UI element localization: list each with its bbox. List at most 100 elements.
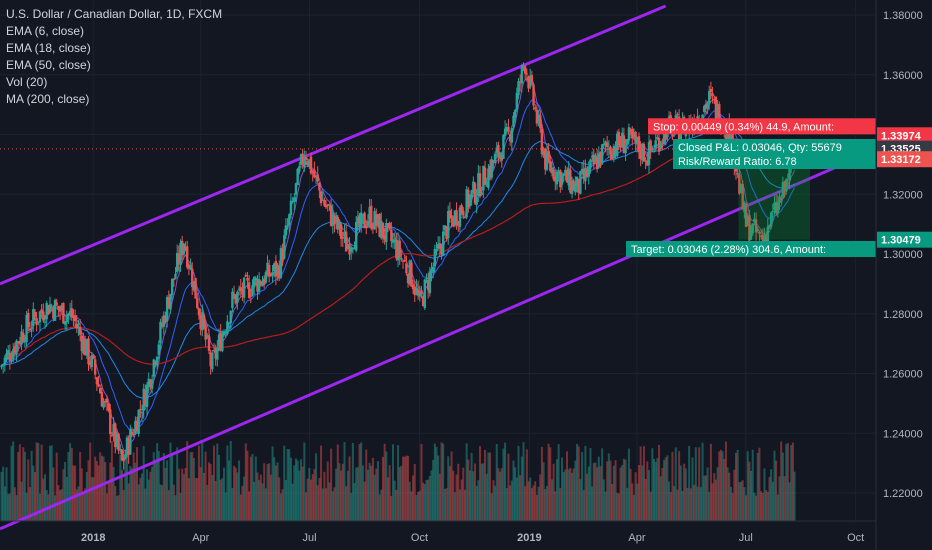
volume-bar [412, 475, 415, 521]
volume-bar [664, 457, 667, 521]
volume-bar [686, 487, 689, 521]
volume-bar [661, 468, 664, 521]
candle-body [595, 157, 599, 170]
volume-bar [102, 456, 105, 521]
candle-body [155, 356, 159, 366]
volume-bar [515, 477, 518, 521]
volume-bar [276, 462, 279, 521]
volume-bar [572, 468, 575, 521]
volume-bar [763, 468, 766, 521]
candle-body [661, 140, 664, 142]
candle-body [716, 104, 719, 118]
volume-bar [5, 467, 8, 521]
volume-bar [614, 460, 617, 521]
candle-body [421, 296, 425, 306]
volume-bar [37, 443, 40, 521]
volume-bar [681, 491, 684, 521]
candle-body [756, 229, 759, 231]
candle-body [465, 189, 468, 218]
candle-body [555, 171, 559, 185]
candle-body [447, 210, 450, 239]
volume-bar [539, 474, 542, 521]
volume-bar [647, 470, 650, 521]
candle-body [636, 137, 639, 145]
volume-bar [594, 462, 597, 521]
candle-body [582, 168, 585, 180]
candle-body [589, 159, 592, 168]
candle-body [381, 222, 385, 237]
candle-body [120, 449, 124, 460]
volume-bar [134, 462, 137, 521]
volume-bar [209, 463, 212, 521]
candle-body [197, 308, 201, 316]
volume-bar [599, 466, 602, 521]
volume-bar [79, 451, 82, 521]
volume-bar [413, 464, 416, 521]
volume-bar [10, 445, 13, 521]
volume-bar [27, 459, 30, 521]
volume-bar [629, 469, 632, 521]
candle-body [545, 152, 549, 170]
volume-bar [119, 454, 122, 521]
volume-bar [723, 458, 726, 521]
volume-bar [278, 477, 281, 521]
volume-bar [238, 460, 241, 521]
risk-reward-label: Risk/Reward Ratio: 6.78 [673, 153, 876, 169]
volume-bar [129, 466, 132, 521]
volume-bar [704, 475, 707, 521]
candle-body [426, 279, 430, 291]
candle-body [152, 359, 155, 377]
candle-body [647, 142, 651, 165]
candle-body [33, 311, 37, 318]
candle-body [37, 321, 40, 323]
candle-body [43, 321, 47, 323]
volume-bar [684, 468, 687, 521]
volume-bar [196, 478, 199, 521]
candle-body [781, 182, 785, 199]
candle-body [656, 136, 659, 140]
volume-bar [432, 459, 435, 521]
volume-bar [738, 482, 741, 521]
candle-body [201, 312, 204, 331]
volume-bar [417, 491, 420, 521]
y-tick-label: 1.36000 [883, 70, 923, 82]
candle-body [505, 126, 508, 132]
volume-bar [616, 492, 619, 521]
candle-body [403, 260, 406, 262]
volume-bar [156, 443, 159, 521]
candle-body [321, 199, 324, 201]
candle-body [105, 398, 109, 403]
candle-body [507, 126, 510, 132]
candle-body [415, 287, 418, 294]
volume-bar [216, 443, 219, 521]
candle-body [206, 335, 209, 338]
candle-body [370, 205, 373, 229]
candle-body [442, 231, 445, 256]
candle-body [527, 76, 530, 89]
candle-body [301, 153, 304, 165]
volume-bar [167, 490, 170, 521]
candle-body [186, 246, 189, 268]
price-tag-target: 1.30479 [877, 231, 932, 248]
candle-body [172, 278, 176, 280]
volume-bar [457, 463, 460, 521]
candle-body [483, 167, 487, 185]
candle-body [383, 235, 386, 240]
candle-body [257, 278, 261, 292]
volume-bar [571, 472, 574, 521]
candle-body [217, 334, 221, 346]
candle-body [741, 183, 744, 210]
candle-body [779, 198, 783, 200]
candle-body [144, 389, 147, 407]
volume-bar [696, 486, 699, 521]
candle-body [518, 81, 522, 83]
candle-body [594, 155, 597, 163]
volume-bar [422, 482, 425, 521]
candle-body [109, 409, 112, 435]
volume-bar [691, 457, 694, 521]
candle-body [626, 139, 629, 145]
volume-bar [268, 463, 271, 521]
volume-bar [671, 451, 674, 521]
